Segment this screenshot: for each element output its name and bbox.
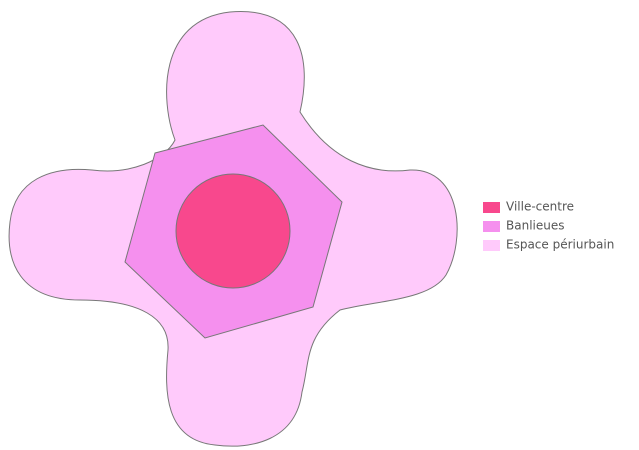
legend-swatch	[483, 221, 500, 232]
legend-swatch	[483, 202, 500, 213]
legend-swatch	[483, 240, 500, 251]
legend: Ville-centre Banlieues Espace périurbain	[483, 200, 614, 252]
legend-label: Banlieues	[506, 219, 564, 233]
legend-label: Espace périurbain	[506, 238, 614, 252]
legend-label: Ville-centre	[506, 200, 574, 214]
city-centre-zone	[175, 173, 291, 289]
